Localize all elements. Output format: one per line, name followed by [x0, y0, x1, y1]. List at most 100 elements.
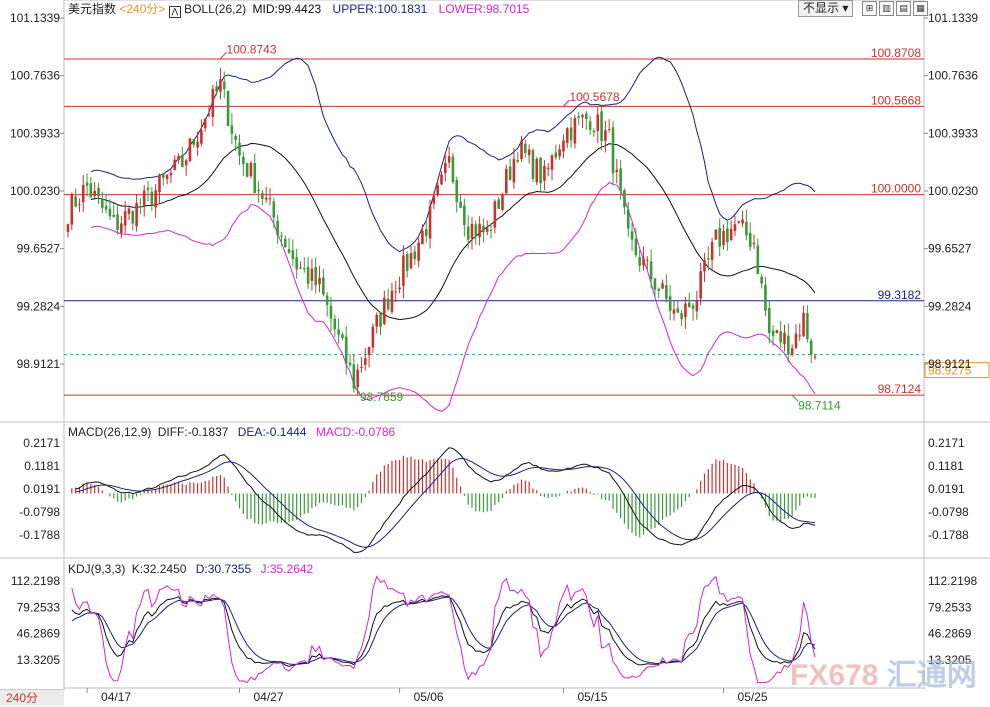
x-tick-label-3: 05/15 — [577, 690, 607, 704]
macd-left-tick-1: 0.1181 — [24, 459, 60, 473]
candle-body — [680, 313, 683, 320]
macd-value: MACD:-0.0786 — [315, 425, 396, 439]
candle-body — [234, 136, 237, 140]
x-tick-label-4: 05/25 — [738, 690, 768, 704]
hline-label-0: 100.8708 — [871, 46, 921, 60]
candle-body — [455, 179, 459, 203]
candle-body — [634, 239, 638, 256]
candle-body — [779, 331, 782, 343]
candle-body — [653, 278, 657, 290]
grid-tool-icon[interactable]: ⊞ — [862, 1, 877, 16]
candle-body — [390, 290, 394, 312]
candle-body — [558, 149, 561, 157]
candle-body — [447, 156, 451, 163]
candle-body — [756, 245, 760, 275]
candle-body — [790, 348, 794, 355]
candle-body — [131, 210, 135, 224]
candle-body — [257, 189, 260, 191]
hide-indicator-button[interactable]: 不显示 ▾ — [798, 0, 854, 17]
candle-body — [703, 260, 706, 272]
candle-body — [546, 167, 550, 169]
candle-body — [352, 364, 356, 389]
candle-body — [478, 223, 481, 238]
candle-body — [215, 86, 218, 92]
candle-body — [687, 302, 691, 308]
candle-body — [436, 185, 439, 195]
candle-body — [588, 121, 592, 130]
macd-left-tick-0: 0.2171 — [23, 436, 60, 450]
bar-tool-icon[interactable]: ▥ — [879, 1, 894, 16]
panel-borders — [0, 0, 990, 690]
candle-body — [535, 158, 539, 183]
candle-body — [371, 326, 375, 348]
candle-tool-icon[interactable]: ▤ — [896, 1, 911, 16]
candle-body — [512, 158, 516, 183]
main-left-tick-1: 100.7636 — [10, 69, 60, 83]
macd-right-tick-0: 0.2171 — [928, 436, 965, 450]
macd-title[interactable]: MACD(26,12,9) — [68, 425, 152, 439]
candle-body — [150, 191, 154, 206]
candle-body — [169, 172, 173, 176]
candle-body — [421, 230, 424, 245]
watermark-text: FX678 — [790, 659, 879, 692]
candle-body — [764, 284, 767, 311]
candle-body — [463, 205, 466, 226]
candle-body — [299, 267, 302, 269]
candle-body — [695, 301, 699, 312]
lower-band-line — [90, 181, 816, 412]
bollinger-bands — [90, 56, 816, 412]
candle-body — [661, 283, 664, 289]
candle-body — [604, 130, 607, 141]
annotation-leader-0 — [220, 52, 227, 59]
candle-body — [74, 196, 77, 207]
candle-body — [154, 190, 157, 208]
hline-label-4: 98.7124 — [878, 382, 922, 396]
kdj-k-line — [71, 595, 816, 667]
candle-body — [501, 194, 504, 210]
candle-body — [428, 206, 432, 239]
candle-body — [89, 183, 93, 198]
candle-body — [748, 232, 752, 247]
kdj-title[interactable]: KDJ(9,3,3) — [68, 562, 126, 576]
candle-body — [706, 258, 710, 260]
period-label[interactable]: <240分> — [119, 2, 166, 16]
candle-body — [226, 90, 230, 126]
candle-body — [314, 266, 318, 286]
kdj-d: D:30.7355 — [195, 562, 252, 576]
candle-body — [668, 296, 672, 311]
candle-body — [108, 208, 112, 217]
candle-body — [219, 79, 222, 92]
candle-body — [672, 309, 676, 314]
candle-body — [657, 288, 661, 291]
macd-left-tick-4: -0.1788 — [19, 528, 60, 542]
candle-body — [596, 114, 600, 131]
annotations: 100.8743 100.5678 98.7659 98.7114 — [220, 42, 841, 412]
candle-body — [726, 228, 729, 243]
main-right-tick-1: 100.7636 — [928, 69, 978, 83]
candle-body — [600, 111, 603, 142]
candle-body — [573, 118, 577, 144]
candle-body — [398, 287, 401, 290]
settings-tool-icon[interactable]: ▦ — [913, 1, 928, 16]
indicator-name[interactable]: BOLL(26,2) — [184, 2, 247, 16]
horizontal-lines: 100.8708 100.5668 100.0000 99.3182 98.7124 98… — [64, 46, 990, 396]
candle-body — [310, 268, 314, 281]
candle-body — [424, 229, 428, 236]
candle-body — [348, 362, 352, 366]
macd-right-tick-1: 0.1181 — [928, 459, 964, 473]
candle-body — [142, 190, 146, 206]
kdj-left-tick-3: 13.3205 — [17, 653, 61, 667]
annotation-label-1: 100.5678 — [569, 90, 619, 104]
watermark: FX678 汇通网 — [790, 650, 977, 694]
macd-diff-line — [75, 447, 816, 553]
macd-dea-line — [75, 457, 816, 548]
mid-value: MID:99.4423 — [252, 2, 322, 16]
candle-body — [508, 166, 512, 180]
period-tab[interactable]: 240分 — [0, 689, 64, 706]
candle-body — [417, 242, 420, 261]
candle-body — [504, 168, 508, 194]
candle-body — [261, 193, 264, 199]
candle-body — [444, 162, 447, 174]
candle-body — [249, 162, 253, 177]
